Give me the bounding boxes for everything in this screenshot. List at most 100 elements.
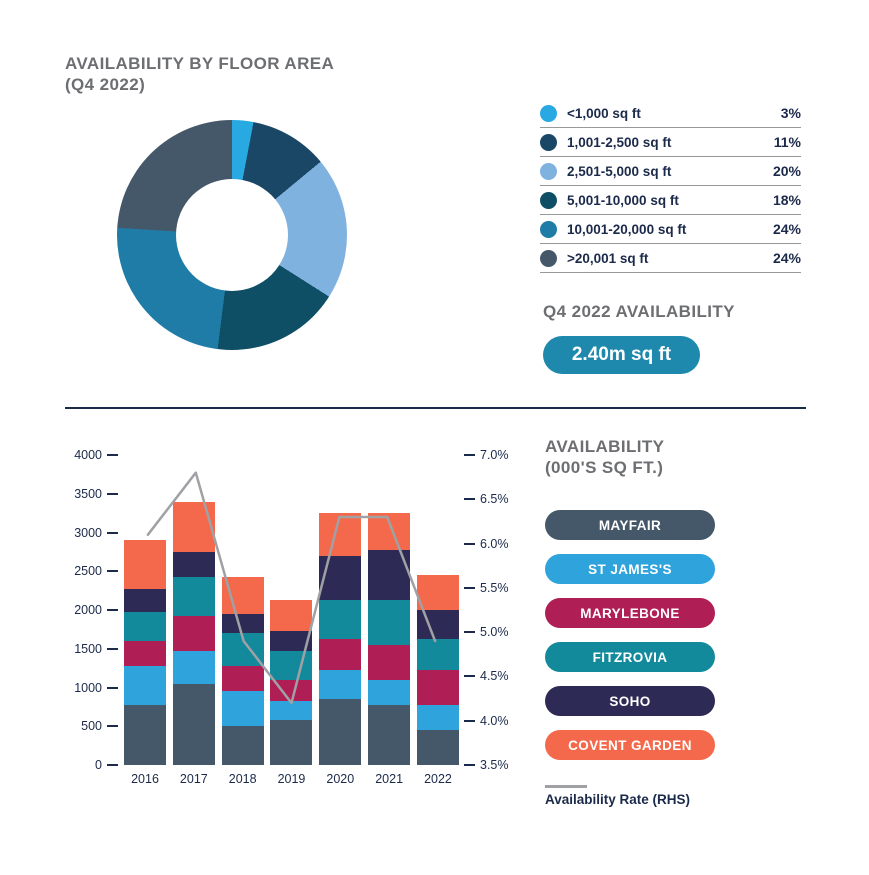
tick-mark xyxy=(464,498,475,501)
left-axis-tick: 1000 xyxy=(74,681,118,695)
tick-mark xyxy=(107,454,118,456)
tick-mark xyxy=(464,764,475,766)
legend-pill-covent-garden: COVENT GARDEN xyxy=(545,730,715,760)
floor-area-legend-row: <1,000 sq ft 3% xyxy=(540,99,801,128)
floor-area-title-line1: AVAILABILITY BY FLOOR AREA xyxy=(65,54,335,73)
right-axis-tick: 4.5% xyxy=(464,669,509,683)
tick-mark xyxy=(107,531,118,534)
floor-area-title-line2: (Q4 2022) xyxy=(65,75,146,95)
legend-value: 18% xyxy=(772,192,801,208)
legend-label: 10,001-20,000 sq ft xyxy=(567,221,687,237)
right-axis-tick-label: 5.0% xyxy=(480,625,509,640)
bar-segment-soho xyxy=(172,551,215,578)
bar-segment-soho xyxy=(416,610,459,640)
left-axis-tick-label: 3500 xyxy=(74,486,102,501)
tick-mark xyxy=(107,609,118,611)
right-axis: 7.0% 6.5% 6.0% 5.5% 5.0% 4.5% 4.0% 3.5% xyxy=(464,448,526,772)
bar-segment-mayfair xyxy=(221,726,264,765)
bar-segment-st-james-s xyxy=(368,679,411,705)
bar-2018 xyxy=(221,577,264,765)
tick-mark xyxy=(464,631,475,634)
right-axis-tick-label: 7.0% xyxy=(480,448,509,462)
bar-2017 xyxy=(172,501,215,765)
stacked-bar-chart xyxy=(124,455,459,765)
legend-label: >20,001 sq ft xyxy=(567,250,649,266)
right-axis-tick: 5.5% xyxy=(464,581,509,595)
right-axis-tick: 4.0% xyxy=(464,714,509,728)
bar-segment-mayfair xyxy=(270,720,313,765)
left-axis-tick-label: 3000 xyxy=(74,525,102,540)
tick-mark xyxy=(464,454,475,456)
bar-segment-marylebone xyxy=(319,639,362,671)
bar-segment-covent-garden xyxy=(172,501,215,552)
left-axis-tick-label: 1500 xyxy=(74,641,102,656)
left-axis-tick: 3000 xyxy=(74,526,118,540)
floor-area-legend: <1,000 sq ft 3% 1,001-2,500 sq ft 11% 2,501-… xyxy=(540,99,801,273)
legend-pill-st-james-s: ST JAMES'S xyxy=(545,554,715,584)
left-axis-tick-label: 2000 xyxy=(74,603,102,617)
bar-segment-mayfair xyxy=(319,699,362,765)
availability-value: 2.40m sq ft xyxy=(571,344,672,365)
tick-mark xyxy=(107,647,118,650)
bar-segment-marylebone xyxy=(416,670,459,705)
left-axis-tick: 2500 xyxy=(74,564,118,578)
floor-area-donut-chart xyxy=(117,120,347,350)
legend-label: 5,001-10,000 sq ft xyxy=(567,192,679,208)
legend-value: 20% xyxy=(772,163,801,179)
left-axis-tick: 4000 xyxy=(74,448,118,462)
bar-segment-st-james-s xyxy=(319,670,362,700)
legend-pill-fitzrovia: FITZROVIA xyxy=(545,642,715,672)
availability-chart-title: AVAILABILITY (000's sq ft.) xyxy=(545,436,664,479)
bar-segment-st-james-s xyxy=(172,650,215,684)
legend-pill-soho: SOHO xyxy=(545,686,715,716)
left-axis-tick: 3500 xyxy=(74,487,118,501)
bar-segment-mayfair xyxy=(124,704,166,765)
left-axis-tick: 2000 xyxy=(74,603,118,617)
availability-chart-title-line2: (000's sq ft.) xyxy=(545,458,664,478)
bar-segment-fitzrovia xyxy=(368,600,411,645)
tick-mark xyxy=(464,586,475,589)
section-divider xyxy=(65,407,806,409)
rate-line-label: Availability Rate (RHS) xyxy=(545,792,691,807)
x-axis-label: 2018 xyxy=(228,772,257,786)
bar-segment-fitzrovia xyxy=(416,639,459,671)
left-axis-tick-label: 0 xyxy=(95,758,102,772)
legend-label: 1,001-2,500 sq ft xyxy=(567,134,672,150)
x-axis-label: 2017 xyxy=(179,772,208,786)
x-axis-label: 2020 xyxy=(326,772,355,786)
bar-segment-soho xyxy=(221,613,264,634)
tick-mark xyxy=(107,764,118,766)
left-axis-tick: 1500 xyxy=(74,642,118,656)
left-axis-tick-label: 500 xyxy=(81,719,102,734)
bar-segment-soho xyxy=(270,631,313,651)
right-axis-tick: 6.0% xyxy=(464,537,509,551)
legend-value: 24% xyxy=(772,250,801,266)
donut-hole xyxy=(176,179,288,291)
right-axis-tick-label: 3.5% xyxy=(480,758,509,772)
x-axis-label: 2022 xyxy=(424,772,452,786)
bar-2016 xyxy=(124,540,166,765)
left-axis-tick: 0 xyxy=(95,758,118,772)
rate-line-swatch xyxy=(545,785,587,788)
availability-chart-title-line1: AVAILABILITY xyxy=(545,437,665,456)
legend-label: 2,501-5,000 sq ft xyxy=(567,163,672,179)
bar-segment-marylebone xyxy=(270,679,313,702)
bar-segment-marylebone xyxy=(368,644,411,680)
right-axis-tick-label: 6.5% xyxy=(480,492,509,507)
bar-2020 xyxy=(319,513,362,765)
x-axis-labels: 2016 2017 2018 2019 2020 2021 2022 xyxy=(124,772,459,786)
bar-segment-mayfair xyxy=(368,704,411,765)
right-axis-tick-label: 5.5% xyxy=(480,580,509,595)
bar-segment-marylebone xyxy=(172,615,215,651)
tick-mark xyxy=(107,686,118,689)
bar-segment-st-james-s xyxy=(124,666,166,705)
floor-area-legend-row: >20,001 sq ft 24% xyxy=(540,244,801,273)
right-axis-tick: 7.0% xyxy=(464,448,509,462)
right-axis-tick: 3.5% xyxy=(464,758,509,772)
legend-color-dot xyxy=(540,104,557,122)
left-axis-tick-label: 4000 xyxy=(74,448,102,462)
legend-color-dot xyxy=(540,249,557,267)
legend-color-dot xyxy=(540,191,557,209)
floor-area-legend-row: 5,001-10,000 sq ft 18% xyxy=(540,186,801,215)
